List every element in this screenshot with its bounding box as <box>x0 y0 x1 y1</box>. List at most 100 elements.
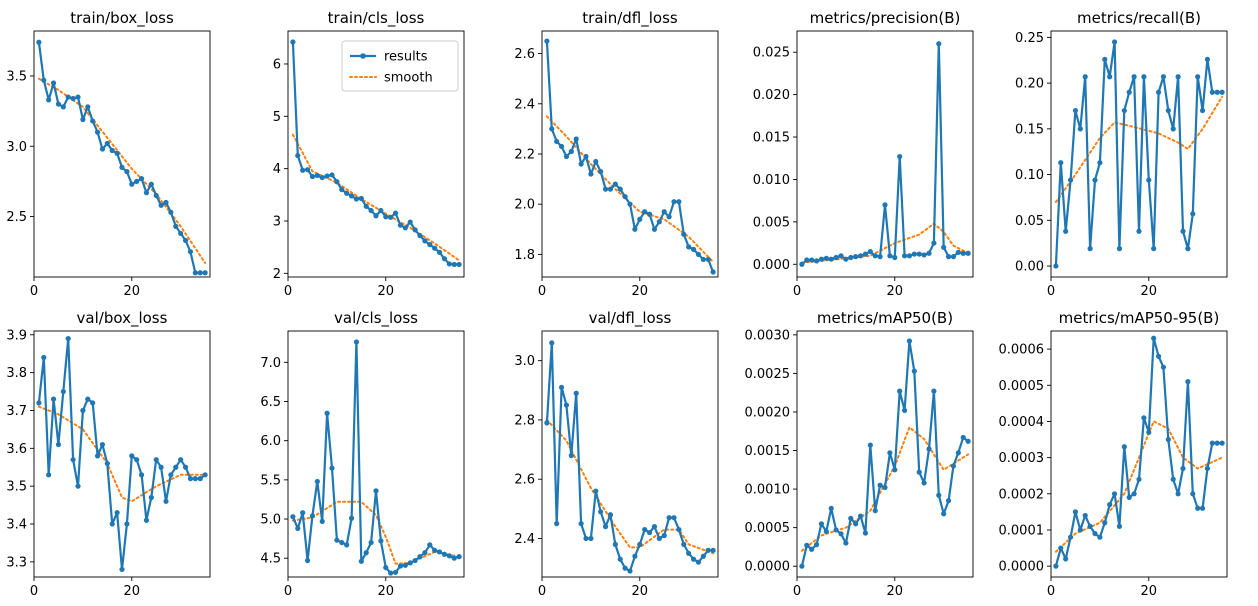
axes-frame <box>796 330 974 578</box>
results-point <box>916 251 922 257</box>
results-point <box>911 251 917 257</box>
results-point <box>632 553 638 559</box>
results-point <box>877 254 883 260</box>
subplot-title: metrics/recall(B) <box>1077 9 1201 27</box>
results-point <box>192 476 198 482</box>
results-point <box>163 498 169 504</box>
legend: results smooth <box>341 40 459 92</box>
subplot-title: metrics/mAP50(B) <box>817 309 953 327</box>
results-point <box>809 546 815 552</box>
results-point <box>666 214 672 220</box>
results-point <box>309 513 316 519</box>
results-point <box>388 214 394 220</box>
results-point <box>838 531 844 537</box>
results-point <box>622 194 628 200</box>
results-point <box>173 464 179 470</box>
results-point <box>960 250 966 256</box>
results-point <box>705 256 711 263</box>
results-point <box>314 478 320 485</box>
results-point <box>378 207 384 214</box>
results-point <box>1087 523 1093 529</box>
results-point <box>700 553 706 559</box>
x-tick-label: 20 <box>1141 284 1158 299</box>
results-point <box>427 241 433 248</box>
results-point <box>85 396 91 402</box>
y-tick-label: 3.0 <box>6 140 27 155</box>
y-tick-label: 0.0003 <box>999 451 1045 466</box>
results-point <box>828 256 834 262</box>
results-point <box>309 173 316 180</box>
results-point <box>397 563 404 569</box>
axes-frame <box>1050 30 1228 278</box>
results-point <box>892 467 898 473</box>
results-point <box>1219 89 1225 95</box>
results-point <box>1121 444 1127 450</box>
results-point <box>901 253 908 259</box>
results-point <box>36 39 42 45</box>
results-point <box>549 340 555 346</box>
results-point <box>1097 534 1103 540</box>
results-point <box>941 244 947 250</box>
results-point <box>1082 512 1088 519</box>
results-point <box>1107 502 1113 508</box>
results-point <box>90 400 96 406</box>
results-point <box>446 553 452 559</box>
results-point <box>383 564 389 571</box>
results-point <box>109 147 115 154</box>
y-tick-label: 3.8 <box>6 366 27 381</box>
results-point <box>823 528 829 535</box>
x-tick-label: 0 <box>1047 584 1055 599</box>
results-point <box>1087 246 1093 252</box>
results-point <box>642 526 648 533</box>
y-tick-label: 0.0010 <box>745 483 791 498</box>
y-tick-label: 0.0000 <box>745 560 791 575</box>
results-point <box>41 77 47 83</box>
results-point <box>1107 74 1113 80</box>
results-point <box>892 254 898 261</box>
results-point <box>906 338 913 344</box>
results-point <box>50 396 57 402</box>
results-point <box>1063 228 1069 234</box>
y-tick-label: 0.0025 <box>745 367 791 382</box>
results-point <box>602 524 609 530</box>
results-point <box>926 446 932 452</box>
results-point <box>80 116 86 123</box>
y-tick-label: 3.6 <box>6 442 27 457</box>
smooth-line <box>291 133 461 262</box>
results-point <box>1219 440 1225 446</box>
results-point <box>1180 228 1186 234</box>
results-point <box>848 515 854 521</box>
results-point <box>573 390 579 396</box>
y-tick-label: 0.025 <box>753 46 790 61</box>
results-point <box>119 164 125 170</box>
results-point <box>622 565 628 571</box>
results-point <box>60 104 66 110</box>
results-point <box>124 168 130 175</box>
results-point <box>65 94 71 100</box>
results-point <box>872 508 878 514</box>
results-point <box>955 450 961 456</box>
results-point <box>75 94 81 100</box>
subplot-4: metrics/precision(B) 0 20 0.000 0.005 0.010 0.… <box>753 9 974 299</box>
results-point <box>843 540 849 546</box>
y-tick-label: 0.20 <box>1015 77 1044 92</box>
results-point <box>1151 335 1157 341</box>
results-point <box>1092 177 1098 183</box>
results-point <box>671 199 677 205</box>
results-point <box>1160 74 1167 80</box>
results-point <box>1058 160 1064 166</box>
results-point <box>412 557 418 564</box>
results-point <box>612 181 618 187</box>
results-point <box>436 549 443 555</box>
x-tick-label: 0 <box>30 284 38 299</box>
x-tick-label: 0 <box>793 584 801 599</box>
results-point <box>945 254 952 260</box>
y-tick-label: 0.0002 <box>999 487 1045 502</box>
smooth-line <box>1054 420 1224 553</box>
legend-results-marker <box>360 53 366 59</box>
results-point <box>138 472 145 478</box>
results-point <box>1199 107 1206 114</box>
results-point <box>378 538 384 544</box>
results-point <box>1195 505 1201 511</box>
